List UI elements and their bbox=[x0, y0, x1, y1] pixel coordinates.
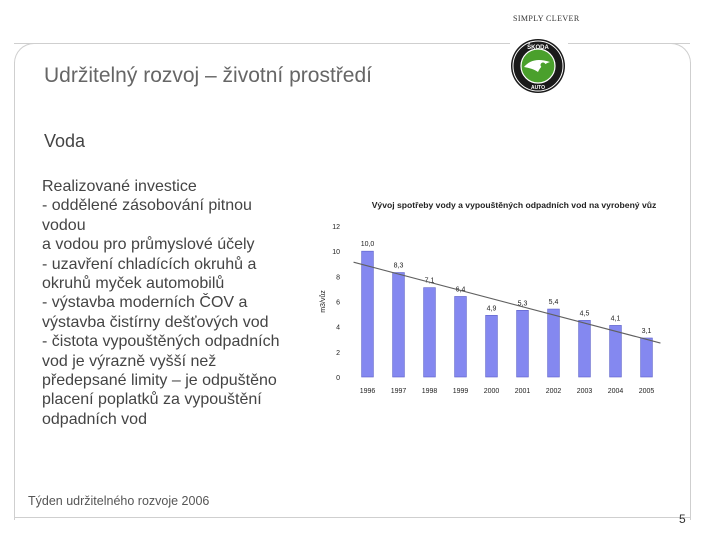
data-label: 4,9 bbox=[487, 305, 497, 312]
body-line: - čistota vypouštěných odpadních bbox=[42, 333, 280, 351]
y-tick-label: 10 bbox=[332, 249, 340, 256]
body-line: - uzavření chladících okruhů a bbox=[42, 255, 257, 273]
x-tick-label: 2005 bbox=[639, 388, 655, 395]
body-line: a vodou pro průmyslové účely bbox=[42, 236, 255, 254]
data-label: 5,3 bbox=[518, 300, 528, 307]
footer-text: Týden udržitelného rozvoje 2006 bbox=[28, 494, 210, 508]
data-label: 5,4 bbox=[549, 299, 559, 306]
y-tick-label: 8 bbox=[336, 274, 340, 281]
body-line: - výstavba moderních ČOV a bbox=[42, 294, 248, 312]
frame-line bbox=[14, 62, 15, 520]
body-line: vodou bbox=[42, 216, 86, 234]
bar-1997 bbox=[392, 272, 405, 378]
data-label: 4,1 bbox=[611, 315, 621, 322]
y-tick-label: 4 bbox=[336, 325, 340, 332]
y-tick-label: 6 bbox=[336, 300, 340, 307]
logo-text-bottom: AUTO bbox=[531, 85, 545, 91]
data-label: 3,1 bbox=[642, 328, 652, 335]
bar-1998 bbox=[423, 287, 436, 378]
bar-2001 bbox=[516, 310, 529, 378]
x-tick-label: 1997 bbox=[391, 388, 407, 395]
x-tick-label: 1999 bbox=[453, 388, 469, 395]
x-tick-label: 2004 bbox=[608, 388, 624, 395]
y-tick-label: 2 bbox=[336, 350, 340, 357]
x-tick-label: 2000 bbox=[484, 388, 500, 395]
data-label: 4,5 bbox=[580, 310, 590, 317]
page-number: 5 bbox=[679, 512, 686, 526]
data-label: 8,3 bbox=[394, 263, 404, 270]
frame-line bbox=[568, 43, 690, 44]
frame-line bbox=[690, 62, 691, 520]
chart-ylabel: m3/vůz bbox=[319, 290, 327, 313]
body-line: placení poplatků za vypouštění bbox=[42, 391, 262, 409]
x-tick-label: 2001 bbox=[515, 388, 531, 395]
x-tick-label: 1996 bbox=[360, 388, 376, 395]
frame-line bbox=[14, 517, 690, 518]
bar-1996 bbox=[361, 250, 374, 378]
body-line: výstavba čistírny dešťových vod bbox=[42, 313, 269, 331]
body-text: Realizované investice - oddělené zásobov… bbox=[42, 177, 332, 429]
slide-title: Udržitelný rozvoj – životní prostředí bbox=[44, 64, 372, 87]
section-heading: Voda bbox=[44, 131, 86, 151]
body-line: Realizované investice bbox=[42, 178, 197, 195]
body-line: předepsané limity – je odpuštěno bbox=[42, 372, 277, 390]
y-tick-label: 12 bbox=[332, 224, 340, 231]
x-tick-label: 2003 bbox=[577, 388, 593, 395]
bar-2004 bbox=[609, 325, 622, 378]
bar-2005 bbox=[640, 337, 653, 378]
body-line: vod je výrazně vyšší než bbox=[42, 352, 217, 370]
body-line: odpadních vod bbox=[42, 410, 147, 428]
frame-corner bbox=[14, 43, 35, 64]
water-consumption-chart: Vývoj spotřeby vody a vypouštěných odpad… bbox=[319, 200, 661, 395]
body-line: okruhů myček automobilů bbox=[42, 275, 225, 293]
bar-1999 bbox=[454, 296, 467, 378]
x-tick-label: 1998 bbox=[422, 388, 438, 395]
x-tick-label: 2002 bbox=[546, 388, 562, 395]
frame-line bbox=[14, 43, 510, 44]
skoda-logo: ŠKODA AUTO bbox=[511, 39, 565, 93]
bar-2002 bbox=[547, 308, 560, 378]
y-tick-label: 0 bbox=[336, 375, 340, 382]
data-label: 7,1 bbox=[425, 278, 435, 285]
frame-corner bbox=[670, 43, 691, 64]
bar-2000 bbox=[485, 315, 498, 378]
data-label: 10,0 bbox=[361, 241, 375, 248]
trend-line bbox=[353, 261, 661, 344]
chart-title: Vývoj spotřeby vody a vypouštěných odpad… bbox=[372, 200, 657, 210]
logo-text-top: ŠKODA bbox=[527, 43, 549, 51]
bar-2003 bbox=[578, 320, 591, 378]
body-line: - oddělené zásobování pitnou bbox=[42, 197, 252, 215]
tagline: SIMPLY CLEVER bbox=[513, 14, 580, 23]
